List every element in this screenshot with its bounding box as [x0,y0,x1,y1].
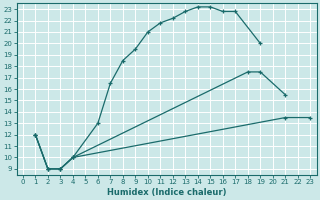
X-axis label: Humidex (Indice chaleur): Humidex (Indice chaleur) [107,188,226,197]
